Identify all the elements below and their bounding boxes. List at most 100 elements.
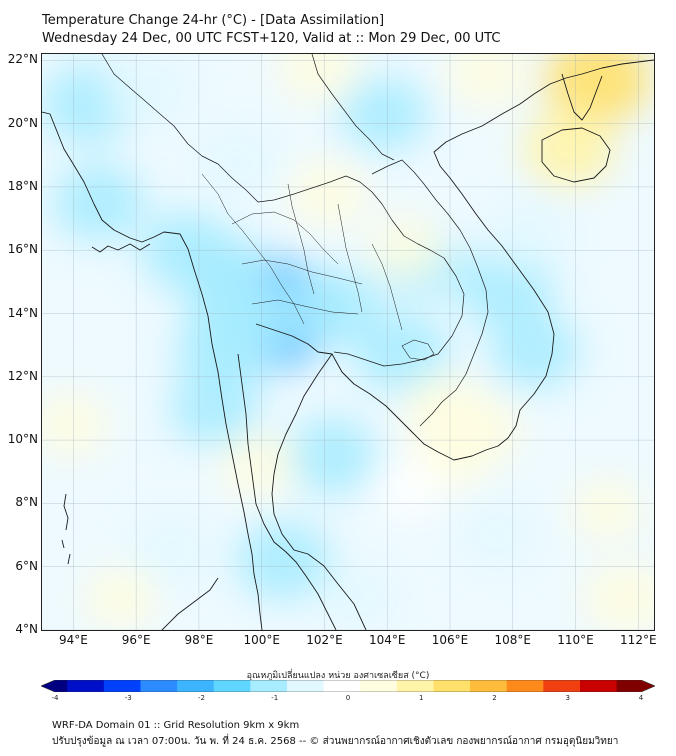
colorbar-segment: [457, 680, 471, 692]
longitude-tick-label: 94°E: [58, 633, 88, 647]
colorbar-segment: [311, 680, 325, 692]
latitude-tick-label: 12°N: [7, 368, 38, 383]
colorbar-tick-label: -4: [51, 694, 59, 702]
latitude-tick-label: 18°N: [7, 178, 38, 193]
colorbar-segment: [531, 680, 544, 692]
field-blob: [317, 566, 394, 630]
latitude-tick-label: 6°N: [15, 558, 38, 573]
colorbar-segment: [238, 680, 251, 692]
colorbar-tick-label: 2: [492, 694, 497, 702]
colorbar: [41, 680, 655, 692]
field-blob: [84, 568, 157, 629]
colorbar-segment: [55, 680, 68, 692]
colorbar-tick-label: -1: [271, 694, 279, 702]
field-blob: [176, 311, 273, 392]
colorbar-segment: [445, 680, 459, 692]
colorbar-segment: [470, 680, 483, 692]
colorbar-tick-label: 1: [419, 694, 424, 702]
colorbar-segment: [286, 680, 300, 692]
colorbar-segment: [348, 680, 361, 692]
lat-lon-gridlines: [42, 54, 654, 630]
colorbar-segment: [409, 680, 422, 692]
andaman-islands: [61, 493, 71, 565]
colorbar-segment: [628, 680, 642, 692]
irrawaddy-delta: [91, 243, 151, 253]
latitude-tick-label: 16°N: [7, 242, 38, 257]
field-blob: [570, 479, 644, 540]
latitude-tick-label: 8°N: [15, 495, 38, 510]
field-blob: [220, 433, 297, 498]
field-blob: [235, 520, 332, 601]
longitude-tick-label: 112°E: [620, 633, 657, 647]
map-title: Temperature Change 24-hr (°C) - [Data As…: [42, 13, 385, 28]
gulf-of-thailand-coast: [255, 323, 415, 435]
map-subtitle-valid-time: Wednesday 24 Dec, 00 UTC FCST+120, Valid…: [42, 31, 501, 46]
field-blob: [169, 371, 260, 446]
field-blob: [276, 54, 360, 102]
colorbar-segment: [103, 680, 117, 692]
field-blob: [354, 314, 451, 395]
colorbar-segment: [384, 680, 398, 692]
malay-peninsula-coast: [237, 353, 337, 630]
longitude-tick-label: 108°E: [494, 633, 532, 647]
field-blob: [460, 504, 534, 566]
laos-vietnam-border: [371, 159, 489, 427]
colorbar-segment: [543, 680, 557, 692]
colorbar-segment: [616, 680, 630, 692]
field-blob: [134, 517, 214, 584]
colorbar-segment: [67, 680, 80, 692]
colorbar-min-extend: [41, 680, 55, 692]
field-blob: [487, 199, 570, 269]
colorbar-segment: [579, 680, 593, 692]
colorbar-segment: [360, 680, 373, 692]
tonle-sap: [401, 339, 435, 361]
leizhou-peninsula: [561, 73, 603, 121]
latitude-tick-label: 20°N: [7, 115, 38, 130]
longitude-tick-label: 110°E: [557, 633, 594, 647]
sumatra-coast: [161, 577, 219, 630]
colorbar-segment: [421, 680, 434, 692]
colorbar-segment: [335, 680, 349, 692]
longitude-tick-label: 102°E: [306, 633, 343, 647]
colorbar-segment: [201, 680, 215, 692]
hainan-island: [541, 127, 611, 183]
colorbar-segment: [140, 680, 154, 692]
colorbar-segment: [372, 680, 386, 692]
colorbar-segment: [128, 680, 141, 692]
field-blob: [285, 267, 382, 348]
longitude-tick-label: 104°E: [368, 633, 406, 647]
update-credit: ปรับปรุงข้อมูล ณ เวลา 07:00น. วัน พ. ที่…: [52, 736, 619, 747]
field-blob: [284, 417, 378, 495]
longitude-tick-label: 100°E: [243, 633, 280, 647]
malay-peninsula-east: [271, 353, 367, 630]
field-blob: [339, 76, 429, 152]
colorbar-title: อุณหภูมิเปลี่ยนแปลง หน่วย องศาเซลเซียส (…: [246, 671, 430, 681]
colorbar-tick-label: 4: [638, 694, 644, 702]
field-blob: [105, 56, 192, 128]
model-info: WRF-DA Domain 01 :: Grid Resolution 9km …: [52, 720, 300, 731]
field-blob: [522, 110, 616, 188]
colorbar-segment: [506, 680, 520, 692]
colorbar-segment: [299, 680, 312, 692]
colorbar-segment: [274, 680, 288, 692]
colorbar-segment: [433, 680, 447, 692]
field-blob: [446, 54, 529, 108]
colorbar-max-extend: [641, 680, 655, 692]
colorbar-segment: [592, 680, 605, 692]
province-lines: [201, 173, 403, 331]
field-blob: [195, 127, 278, 197]
field-blob: [374, 458, 444, 517]
colorbar-segment: [518, 680, 532, 692]
colorbar-segment: [225, 680, 239, 692]
colorbar-segment: [213, 680, 227, 692]
temperature-change-map[interactable]: [41, 53, 655, 631]
colorbar-segment: [116, 680, 129, 692]
longitude-tick-label: 96°E: [121, 633, 151, 647]
field-blob: [52, 164, 145, 242]
field-blob: [176, 235, 273, 316]
field-blob: [490, 314, 580, 389]
colorbar-segment: [555, 680, 569, 692]
colorbar-segment: [79, 680, 93, 692]
field-blob: [288, 160, 368, 227]
colorbar-segment: [250, 680, 264, 692]
